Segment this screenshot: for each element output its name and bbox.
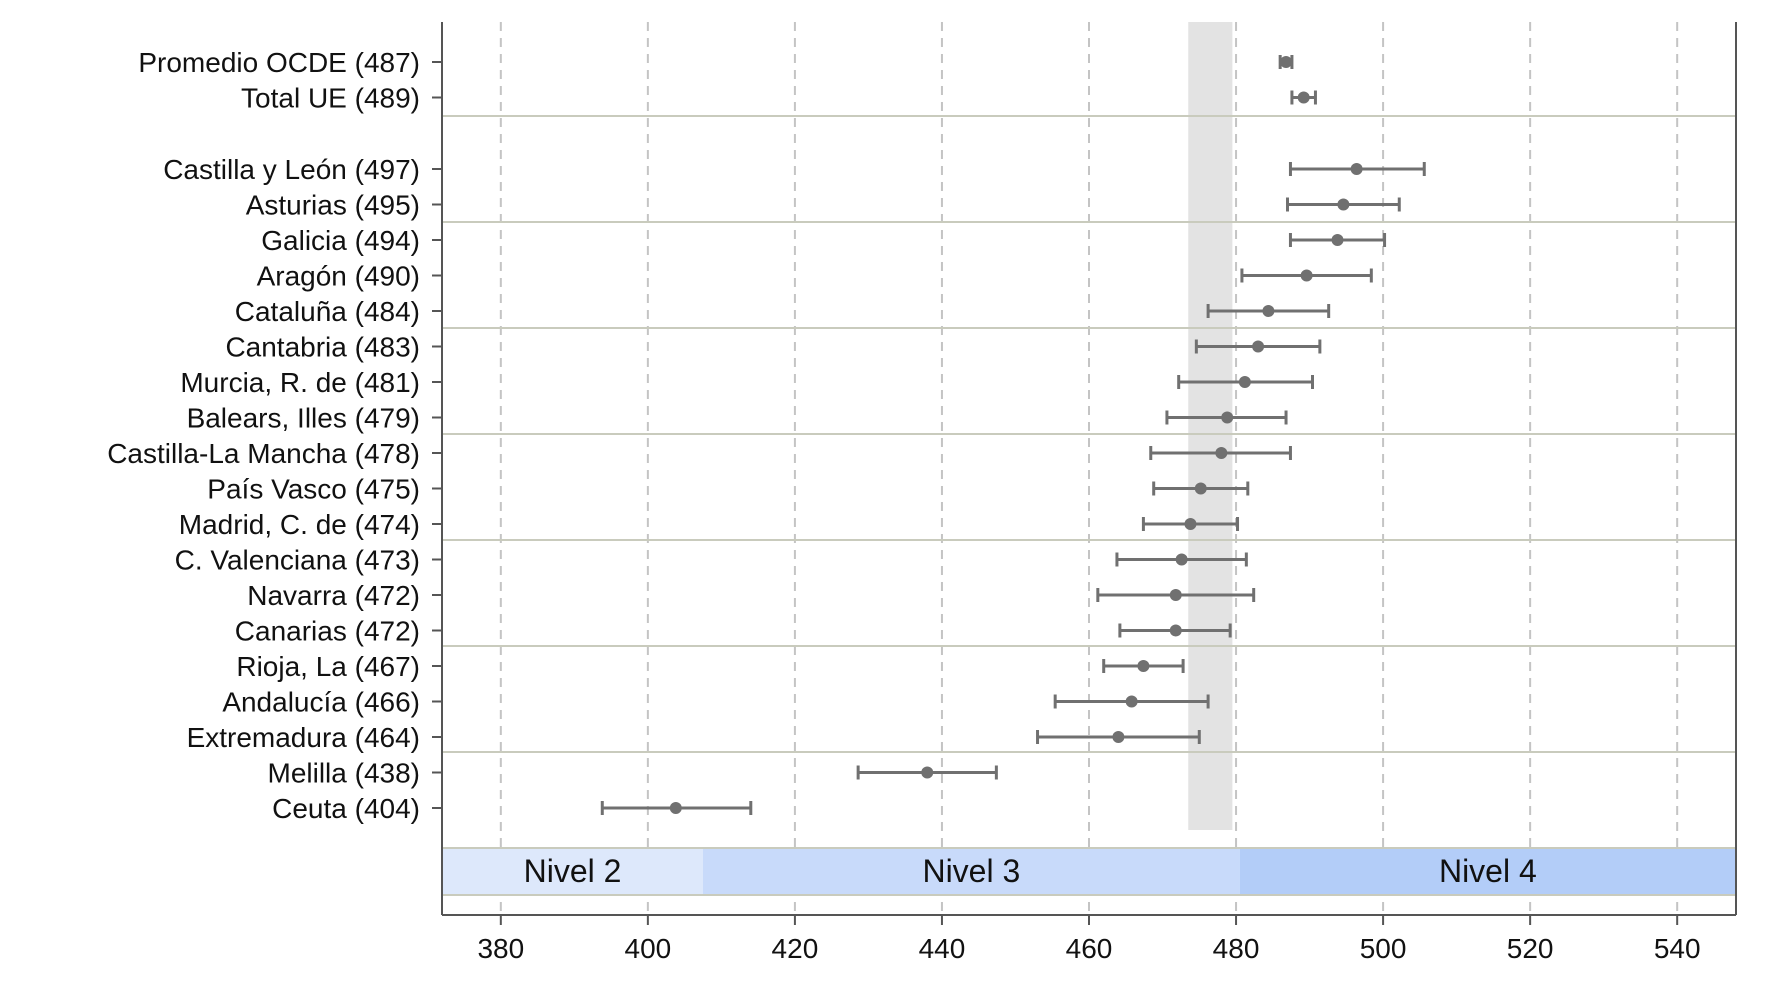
level-band-2: [442, 848, 704, 895]
errorbar-row: [1102, 659, 1185, 673]
level-label: Nivel 4: [1439, 853, 1537, 889]
errorbar-row: [1096, 588, 1256, 602]
errorbar-row: [1286, 197, 1401, 212]
errorbar-row: [1053, 694, 1210, 709]
x-tick-label: 480: [1213, 933, 1260, 964]
x-tick-label: 400: [625, 933, 672, 964]
row-label: Rioja, La (467): [236, 651, 420, 682]
errorbar-row: [856, 765, 998, 780]
x-tick-label: 460: [1066, 933, 1113, 964]
x-tick-label: 420: [772, 933, 819, 964]
mean-point: [1194, 482, 1207, 495]
row-label: País Vasco (475): [207, 474, 420, 505]
errorbar-row: [1165, 410, 1288, 425]
mean-point: [1169, 589, 1182, 601]
errorbar-row: [1115, 552, 1248, 567]
mean-point: [1262, 305, 1275, 317]
row-label: Balears, Illes (479): [187, 403, 420, 434]
errorbar-row: [1036, 730, 1201, 744]
row-label: Cataluña (484): [235, 296, 420, 327]
x-tick-layer: 380 400 420 440 460 480 500 520 540: [477, 915, 1701, 964]
row-label: Navarra (472): [247, 580, 420, 611]
mean-point: [1252, 340, 1265, 353]
errorbar-row: [1149, 446, 1292, 460]
highlight-band: [1188, 22, 1233, 830]
mean-point: [1238, 376, 1251, 388]
mean-point: [1125, 695, 1138, 708]
mean-point: [1112, 731, 1125, 743]
row-label: Melilla (438): [268, 758, 421, 789]
mean-point: [1169, 624, 1182, 637]
mean-point: [1297, 91, 1310, 104]
mean-point: [1331, 234, 1344, 246]
separator-layer: [442, 115, 1736, 753]
row-label: Castilla-La Mancha (478): [107, 438, 420, 469]
errorbar-row: [1194, 339, 1322, 354]
levels-layer: Nivel 2 Nivel 3 Nivel 4: [442, 847, 1736, 896]
errorbar-row: [1240, 268, 1373, 283]
level-band-4: [1239, 848, 1736, 895]
x-tick-label: 380: [477, 933, 524, 964]
mean-point: [1280, 56, 1293, 68]
mean-point: [1221, 411, 1234, 424]
x-tick-label: 520: [1507, 933, 1554, 964]
grid-layer: [499, 22, 1679, 915]
row-label: Castilla y León (497): [163, 154, 420, 185]
mean-point: [1184, 518, 1197, 530]
row-label: Andalucía (466): [222, 687, 420, 718]
mean-point: [921, 766, 934, 779]
x-tick-label: 440: [919, 933, 966, 964]
errorbar-row: [600, 801, 753, 815]
errorbar-row: [1177, 375, 1315, 389]
mean-point: [1300, 269, 1313, 282]
mean-point: [1137, 660, 1150, 672]
mean-point: [669, 802, 682, 814]
errorbar-row: [1141, 517, 1240, 531]
mean-point: [1175, 553, 1188, 566]
row-label: Total UE (489): [241, 83, 420, 114]
row-label: Galicia (494): [261, 225, 420, 256]
mean-point: [1337, 198, 1350, 211]
highlight-band-layer: [1188, 22, 1233, 830]
errorbar-row: [1278, 55, 1294, 69]
errorbar-row: [1206, 304, 1331, 318]
row-label: Extremadura (464): [187, 722, 420, 753]
x-tick-label: 540: [1654, 933, 1701, 964]
level-band-3: [703, 848, 1240, 895]
row-label: Aragón (490): [257, 261, 420, 292]
errorbar-row: [1288, 162, 1426, 176]
row-label: Asturias (495): [246, 190, 420, 221]
row-label: C. Valenciana (473): [175, 545, 420, 576]
errorbar-row: [1290, 90, 1317, 105]
level-label: Nivel 2: [524, 853, 622, 889]
mean-point: [1215, 447, 1228, 459]
row-label: Ceuta (404): [272, 793, 420, 824]
row-label: Murcia, R. de (481): [180, 367, 420, 398]
row-label: Promedio OCDE (487): [138, 47, 420, 78]
level-label: Nivel 3: [922, 853, 1020, 889]
mean-point: [1350, 163, 1363, 175]
row-label: Cantabria (483): [225, 332, 420, 363]
x-tick-label: 500: [1360, 933, 1407, 964]
row-label: Madrid, C. de (474): [179, 509, 420, 540]
errorbar-row: [1118, 623, 1232, 638]
errorbar-row: [1288, 233, 1387, 247]
errorbar-row: [1152, 481, 1250, 496]
row-label-layer: Promedio OCDE (487) Total UE (489) Castill…: [107, 47, 442, 824]
row-label: Canarias (472): [235, 616, 420, 647]
errorbar-layer: [600, 55, 1426, 815]
